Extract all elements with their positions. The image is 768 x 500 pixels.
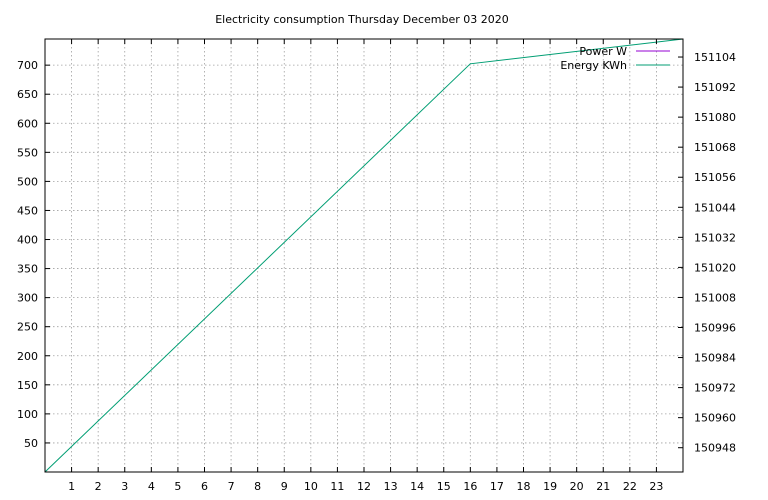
y-tick-label: 150: [17, 379, 38, 392]
y-tick-label: 500: [17, 175, 38, 188]
y-tick-label: 250: [17, 321, 38, 334]
x-tick-label: 19: [543, 480, 557, 493]
x-tick-label: 22: [623, 480, 637, 493]
axis-ticks: 1 2 3 4 5 6 7 8 9 10 11 12 13 14 15 16 17 18 19 20 21 22 23501…: [17, 39, 736, 493]
y-tick-label: 100: [17, 408, 38, 421]
y-tick-label: 350: [17, 263, 38, 276]
y-tick-label: 550: [17, 146, 38, 159]
y2-tick-label: 151020: [694, 261, 736, 274]
legend-label: Power W: [579, 45, 627, 58]
x-tick-label: 18: [517, 480, 531, 493]
x-tick-label: 17: [490, 480, 504, 493]
series-line-1: [44, 38, 684, 473]
x-tick-label: 23: [649, 480, 663, 493]
y-tick-label: 400: [17, 234, 38, 247]
chart-title: Electricity consumption Thursday Decembe…: [215, 13, 509, 26]
x-tick-label: 9: [281, 480, 288, 493]
x-tick-label: 21: [596, 480, 610, 493]
y-tick-label: 300: [17, 292, 38, 305]
x-tick-label: 16: [463, 480, 477, 493]
y2-tick-label: 151092: [694, 81, 736, 94]
y-tick-label: 50: [24, 437, 38, 450]
y-tick-label: 700: [17, 59, 38, 72]
x-tick-label: 10: [304, 480, 318, 493]
x-tick-label: 8: [254, 480, 261, 493]
y2-tick-label: 150972: [694, 382, 736, 395]
x-tick-label: 1: [68, 480, 75, 493]
y2-tick-label: 150960: [694, 412, 736, 425]
y-tick-label: 200: [17, 350, 38, 363]
y2-tick-label: 151068: [694, 141, 736, 154]
y-tick-label: 450: [17, 204, 38, 217]
y2-tick-label: 150948: [694, 442, 736, 455]
x-tick-label: 7: [228, 480, 235, 493]
x-tick-label: 3: [121, 480, 128, 493]
x-tick-label: 5: [174, 480, 181, 493]
legend-label: Energy KWh: [560, 59, 627, 72]
y2-tick-label: 151008: [694, 291, 736, 304]
y2-tick-label: 151032: [694, 231, 736, 244]
y2-tick-label: 151104: [694, 51, 736, 64]
y-tick-label: 600: [17, 117, 38, 130]
y2-tick-label: 151080: [694, 111, 736, 124]
x-tick-label: 12: [357, 480, 371, 493]
x-tick-label: 14: [410, 480, 424, 493]
x-tick-label: 4: [148, 480, 155, 493]
y2-tick-label: 151044: [694, 201, 736, 214]
series-layer: [44, 38, 684, 473]
x-tick-label: 11: [330, 480, 344, 493]
grid: [45, 39, 683, 472]
y2-tick-label: 150996: [694, 321, 736, 334]
x-tick-label: 20: [570, 480, 584, 493]
x-tick-label: 13: [384, 480, 398, 493]
y2-tick-label: 151056: [694, 171, 736, 184]
x-tick-label: 2: [95, 480, 102, 493]
y2-tick-label: 150984: [694, 352, 736, 365]
x-tick-label: 15: [437, 480, 451, 493]
x-tick-label: 6: [201, 480, 208, 493]
y-tick-label: 650: [17, 88, 38, 101]
